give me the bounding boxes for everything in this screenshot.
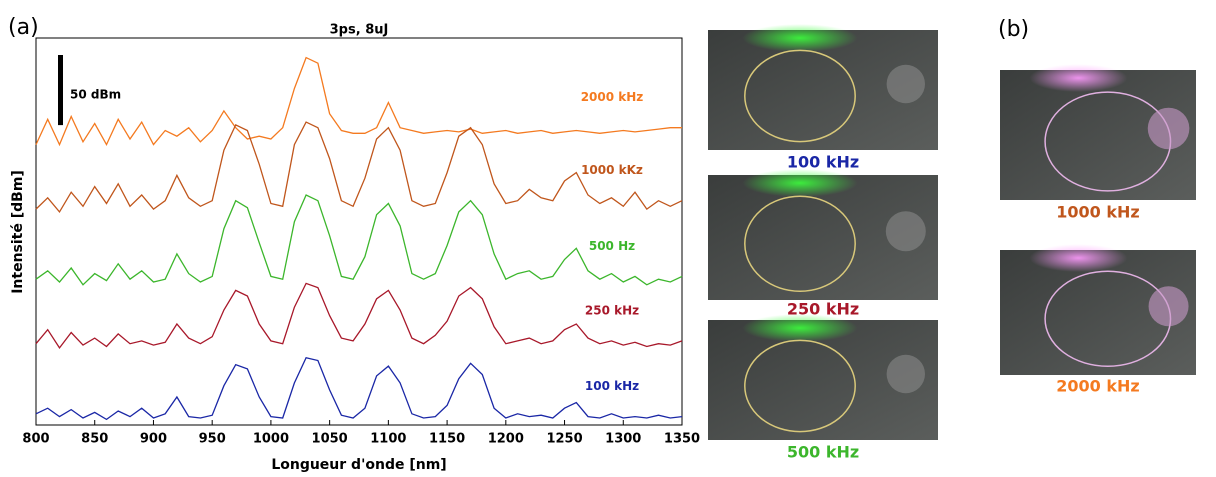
photo-glow bbox=[742, 314, 858, 342]
x-tick-label: 800 bbox=[22, 432, 49, 447]
photo-ring bbox=[744, 339, 856, 433]
scale-bar bbox=[58, 55, 63, 126]
photo-caption: 2000 kHz bbox=[1056, 377, 1139, 396]
photo-glow bbox=[1029, 64, 1128, 92]
photo-device bbox=[886, 354, 925, 394]
x-tick-label: 950 bbox=[199, 432, 226, 447]
photo-ring bbox=[744, 195, 856, 292]
photo-ring bbox=[744, 49, 856, 143]
legend-label: 500 Hz bbox=[589, 239, 635, 253]
x-tick-label: 1250 bbox=[546, 432, 582, 447]
x-tick-label: 1300 bbox=[605, 432, 641, 447]
photos: 100 kHz 250 kHz 500 kHz 1000 kHz 2000 kHz bbox=[708, 24, 1196, 462]
legend-label: 2000 kHz bbox=[581, 90, 644, 104]
photo-caption: 500 kHz bbox=[787, 443, 859, 462]
series-line bbox=[35, 194, 683, 286]
photo-glow bbox=[1029, 244, 1128, 272]
photo-glow bbox=[742, 169, 858, 197]
y-axis-label: Intensité [dBm] bbox=[10, 170, 26, 294]
legend-label: 250 kHz bbox=[585, 303, 639, 317]
series-line bbox=[35, 282, 683, 350]
x-tick-label: 1200 bbox=[488, 432, 524, 447]
photo-glow bbox=[742, 24, 858, 52]
legend-label: 100 kHz bbox=[585, 379, 639, 393]
x-tick-label: 900 bbox=[140, 432, 167, 447]
chart-title: 3ps, 8uJ bbox=[330, 23, 389, 38]
photo-caption: 100 kHz bbox=[787, 153, 859, 172]
x-tick-label: 1000 bbox=[253, 432, 289, 447]
photo-device bbox=[1148, 286, 1189, 327]
photo-device bbox=[886, 64, 925, 104]
x-tick-label: 1100 bbox=[370, 432, 406, 447]
plot: 800 850 900 950 1000 1050 1100 1150 1200 1250 1300… bbox=[22, 55, 700, 447]
x-tick-label: 1150 bbox=[429, 432, 465, 447]
series-line bbox=[35, 121, 683, 214]
x-tick-label: 1350 bbox=[664, 432, 700, 447]
photo-device bbox=[885, 211, 926, 252]
panel-label: (b) bbox=[998, 17, 1029, 42]
x-axis-label: Longueur d'onde [nm] bbox=[271, 457, 446, 473]
series-line bbox=[35, 56, 682, 147]
photo-caption: 250 kHz bbox=[787, 300, 859, 319]
panel-label: (a) bbox=[8, 15, 39, 40]
legend-label: 1000 kKz bbox=[581, 163, 643, 177]
photo-caption: 1000 kHz bbox=[1056, 203, 1139, 222]
scale-bar-label: 50 dBm bbox=[70, 88, 121, 102]
photo-device bbox=[1147, 107, 1190, 150]
x-tick-label: 1050 bbox=[312, 432, 348, 447]
x-tick-label: 850 bbox=[81, 432, 108, 447]
series-line bbox=[35, 356, 683, 421]
plot-frame bbox=[35, 37, 683, 426]
